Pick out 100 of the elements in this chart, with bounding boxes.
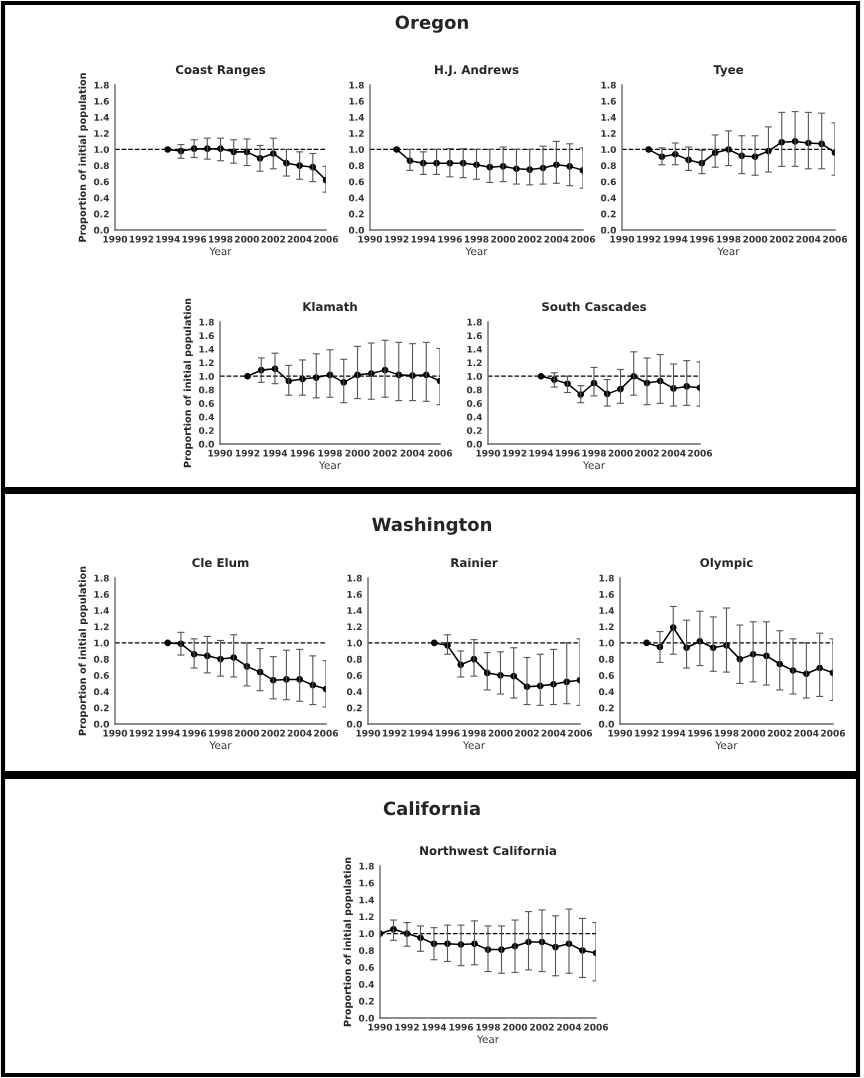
x-tick-label: 1998 xyxy=(716,235,741,243)
x-tick-label: 1998 xyxy=(462,729,486,737)
y-tick-label: 0.6 xyxy=(466,400,482,407)
y-tick-label: 1.2 xyxy=(347,623,362,631)
y-tick-label: 1.2 xyxy=(94,623,109,631)
x-tick-label: 1992 xyxy=(129,729,154,737)
x-tick-label: 2004 xyxy=(557,1023,582,1031)
y-tick-label: 1.4 xyxy=(359,896,375,904)
y-axis-title: Proportion of initial population xyxy=(343,857,353,1027)
x-tick-label: 1996 xyxy=(182,729,207,737)
y-tick-label: 0.4 xyxy=(93,194,110,202)
x-tick-label: 2000 xyxy=(743,235,768,243)
x-tick-label: 1990 xyxy=(103,235,128,243)
x-tick-label: 1992 xyxy=(395,1023,419,1031)
x-axis-title: Year xyxy=(476,1035,500,1044)
text: Washington xyxy=(372,517,492,535)
y-tick-label: 0.4 xyxy=(93,688,110,696)
x-tick-label: 1996 xyxy=(182,235,207,243)
x-tick-label: 1992 xyxy=(502,449,527,457)
x-tick-label: 2004 xyxy=(287,235,312,243)
y-axis-title: Proportion of initial population xyxy=(78,73,88,242)
x-tick-label: 1990 xyxy=(208,449,233,457)
y-tick-label: 1.0 xyxy=(347,639,363,647)
x-tick-label: 1994 xyxy=(156,235,180,243)
x-tick-label: 1994 xyxy=(263,449,288,457)
chart-title: Rainier xyxy=(451,557,498,568)
x-tick-label: 1992 xyxy=(385,235,409,243)
y-tick-label: 1.4 xyxy=(94,607,110,614)
x-tick-label: 1998 xyxy=(582,449,606,457)
y-tick-label: 0.8 xyxy=(598,655,614,663)
y-tick-label: 0.2 xyxy=(466,427,482,434)
y-tick-label: 0.0 xyxy=(198,440,215,448)
y-tick-label: 0.2 xyxy=(93,210,109,218)
y-tick-label: 1.0 xyxy=(601,146,617,153)
y-axis-title: Proportion of initial population xyxy=(78,566,88,736)
x-tick-label: 1994 xyxy=(529,449,554,457)
x-tick-label: 2000 xyxy=(488,729,513,737)
x-tick-label: 2002 xyxy=(261,729,286,737)
x-tick-label: 2000 xyxy=(235,235,260,243)
chart-title: Tyee xyxy=(713,65,744,77)
chart-title: Olympic xyxy=(700,557,753,570)
x-tick-label: 2004 xyxy=(287,729,312,737)
x-tick-label: 2006 xyxy=(568,729,593,737)
y-tick-label: 0.4 xyxy=(358,980,375,988)
y-tick-label: 0.4 xyxy=(198,413,215,421)
y-tick-label: 1.0 xyxy=(599,639,615,647)
y-tick-label: 0.8 xyxy=(600,162,616,170)
y-tick-label: 1.8 xyxy=(601,81,616,89)
x-tick-label: 2002 xyxy=(635,449,659,457)
x-tick-label: 1990 xyxy=(356,729,381,737)
y-tick-label: 0.8 xyxy=(466,386,482,394)
x-tick-label: 2002 xyxy=(515,729,539,737)
y-tick-label: 0.2 xyxy=(198,427,214,434)
x-tick-label: 2000 xyxy=(345,449,370,457)
y-tick-label: 0.4 xyxy=(600,194,617,202)
x-tick-label: 1992 xyxy=(129,235,154,243)
y-tick-label: 1.4 xyxy=(94,114,110,121)
x-axis-title: Year xyxy=(209,741,232,750)
x-tick-label: 2006 xyxy=(823,235,848,243)
y-tick-label: 1.0 xyxy=(94,639,110,647)
y-tick-label: 0.0 xyxy=(466,440,483,448)
x-tick-label: 2006 xyxy=(314,235,339,243)
x-tick-label: 1994 xyxy=(156,729,180,737)
y-tick-label: 0.8 xyxy=(348,162,364,170)
y-tick-label: 0.0 xyxy=(346,720,363,728)
chart-title: Cle Elum xyxy=(192,557,249,568)
y-tick-label: 1.6 xyxy=(94,97,109,105)
y-tick-label: 1.2 xyxy=(199,359,214,367)
x-tick-label: 1998 xyxy=(318,449,342,457)
y-tick-label: 1.2 xyxy=(359,913,374,921)
x-tick-label: 1996 xyxy=(290,449,315,457)
y-tick-label: 1.6 xyxy=(347,590,362,598)
y-tick-label: 1.2 xyxy=(601,130,616,137)
chart-title: Coast Ranges xyxy=(175,65,266,77)
x-tick-label: 2002 xyxy=(530,1023,554,1031)
x-axis-title: Year xyxy=(715,741,738,750)
x-tick-label: 1994 xyxy=(409,729,434,737)
x-tick-label: 1994 xyxy=(411,235,436,243)
y-tick-label: 1.6 xyxy=(94,590,109,598)
x-tick-label: 1992 xyxy=(637,235,661,243)
x-tick-label: 1990 xyxy=(610,235,635,243)
y-tick-label: 1.0 xyxy=(94,146,110,153)
chart-title: Northwest California xyxy=(420,845,556,856)
x-tick-label: 1998 xyxy=(208,235,233,243)
x-tick-label: 2000 xyxy=(741,729,766,737)
x-tick-label: 1992 xyxy=(235,449,260,457)
y-tick-label: 0.0 xyxy=(93,226,110,234)
y-tick-label: 0.6 xyxy=(598,672,614,679)
y-tick-label: 1.2 xyxy=(349,130,364,137)
y-tick-label: 0.8 xyxy=(358,947,374,954)
chart-title: South Cascades xyxy=(542,301,647,312)
y-tick-label: 0.6 xyxy=(600,178,616,186)
y-tick-label: 1.8 xyxy=(199,318,214,326)
x-tick-label: 1996 xyxy=(435,729,460,737)
y-tick-label: 1.4 xyxy=(199,345,215,353)
y-tick-label: 1.8 xyxy=(94,574,109,582)
x-tick-label: 1994 xyxy=(422,1023,447,1031)
y-tick-label: 0.8 xyxy=(93,162,109,170)
x-tick-label: 2004 xyxy=(400,449,425,457)
y-tick-label: 1.6 xyxy=(467,332,482,340)
